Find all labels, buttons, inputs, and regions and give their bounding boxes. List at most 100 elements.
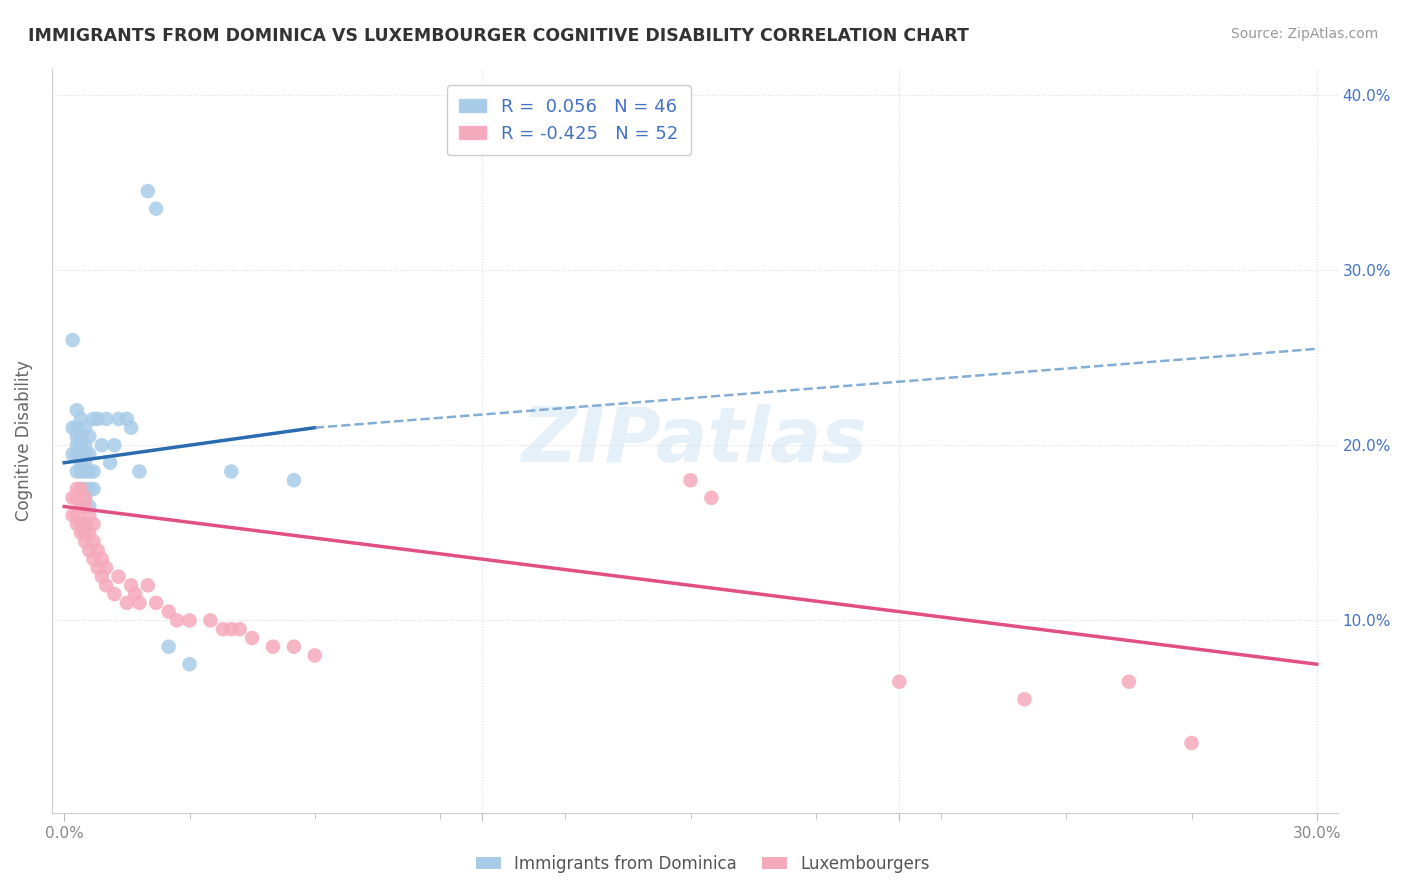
Point (79, 500, 101, 514)
Point (75, 525, 97, 540)
Point (1180, 736, 1202, 750)
Point (115, 412, 138, 426)
Point (70, 482, 93, 496)
Point (1118, 674, 1140, 689)
Point (145, 596, 167, 610)
Point (166, 614, 188, 628)
Point (700, 491, 723, 505)
Text: ZIPatlas: ZIPatlas (522, 404, 868, 478)
Point (212, 622, 235, 636)
Point (103, 438, 125, 452)
Point (889, 674, 911, 689)
Legend: Immigrants from Dominica, Luxembourgers: Immigrants from Dominica, Luxembourgers (470, 848, 936, 880)
Point (157, 605, 180, 619)
Point (70, 429, 93, 443)
Point (98, 456, 121, 470)
Point (679, 473, 702, 487)
Point (83, 552, 105, 566)
Point (75, 438, 97, 452)
Point (128, 465, 150, 479)
Point (120, 420, 142, 434)
Point (75, 500, 97, 514)
Point (70, 516, 93, 531)
Point (70, 456, 93, 470)
Point (70, 438, 93, 452)
Point (66, 482, 89, 496)
Point (262, 640, 284, 654)
Point (304, 648, 326, 663)
Point (79, 525, 101, 540)
Point (86, 543, 108, 558)
Point (83, 412, 105, 426)
Point (70, 412, 93, 426)
Point (62, 333, 84, 347)
Legend: R =  0.056   N = 46, R = -0.425   N = 52: R = 0.056 N = 46, R = -0.425 N = 52 (447, 85, 690, 155)
Point (90, 569, 112, 583)
Point (66, 403, 89, 417)
Point (94, 578, 117, 592)
Point (128, 596, 150, 610)
Point (83, 482, 105, 496)
Point (90, 552, 112, 566)
Point (62, 447, 84, 461)
Point (115, 596, 138, 610)
Point (90, 438, 112, 452)
Point (283, 640, 305, 654)
Y-axis label: Cognitive Disability: Cognitive Disability (15, 360, 32, 521)
Point (62, 491, 84, 505)
Point (107, 412, 129, 426)
Point (94, 412, 117, 426)
Point (75, 420, 97, 434)
Point (62, 420, 84, 434)
Text: IMMIGRANTS FROM DOMINICA VS LUXEMBOURGER COGNITIVE DISABILITY CORRELATION CHART: IMMIGRANTS FROM DOMINICA VS LUXEMBOURGER… (28, 27, 969, 45)
Point (75, 516, 97, 531)
Point (124, 587, 146, 601)
Point (219, 622, 242, 636)
Point (94, 561, 117, 575)
Point (179, 657, 201, 672)
Point (136, 578, 159, 592)
Point (75, 534, 97, 549)
Point (240, 631, 263, 645)
Point (1014, 692, 1036, 706)
Point (219, 465, 242, 479)
Point (70, 525, 93, 540)
Point (179, 614, 201, 628)
Point (79, 465, 101, 479)
Point (79, 508, 101, 523)
Point (83, 465, 105, 479)
Point (103, 587, 125, 601)
Point (136, 184, 159, 198)
Point (79, 447, 101, 461)
Point (79, 543, 101, 558)
Point (79, 429, 101, 443)
Point (283, 473, 305, 487)
Point (70, 447, 93, 461)
Point (157, 640, 180, 654)
Point (66, 420, 89, 434)
Point (120, 578, 142, 592)
Point (83, 534, 105, 549)
Point (66, 508, 89, 523)
Point (145, 202, 167, 216)
Point (75, 482, 97, 496)
Point (200, 614, 222, 628)
Point (66, 516, 89, 531)
Point (75, 447, 97, 461)
Point (75, 491, 97, 505)
Point (66, 438, 89, 452)
Point (75, 465, 97, 479)
Point (228, 622, 250, 636)
Point (66, 491, 89, 505)
Point (86, 412, 108, 426)
Point (66, 447, 89, 461)
Point (107, 569, 129, 583)
Point (86, 561, 108, 575)
Point (62, 508, 84, 523)
Point (70, 500, 93, 514)
Point (75, 491, 97, 505)
Point (83, 516, 105, 531)
Point (70, 482, 93, 496)
Point (70, 465, 93, 479)
Point (79, 482, 101, 496)
